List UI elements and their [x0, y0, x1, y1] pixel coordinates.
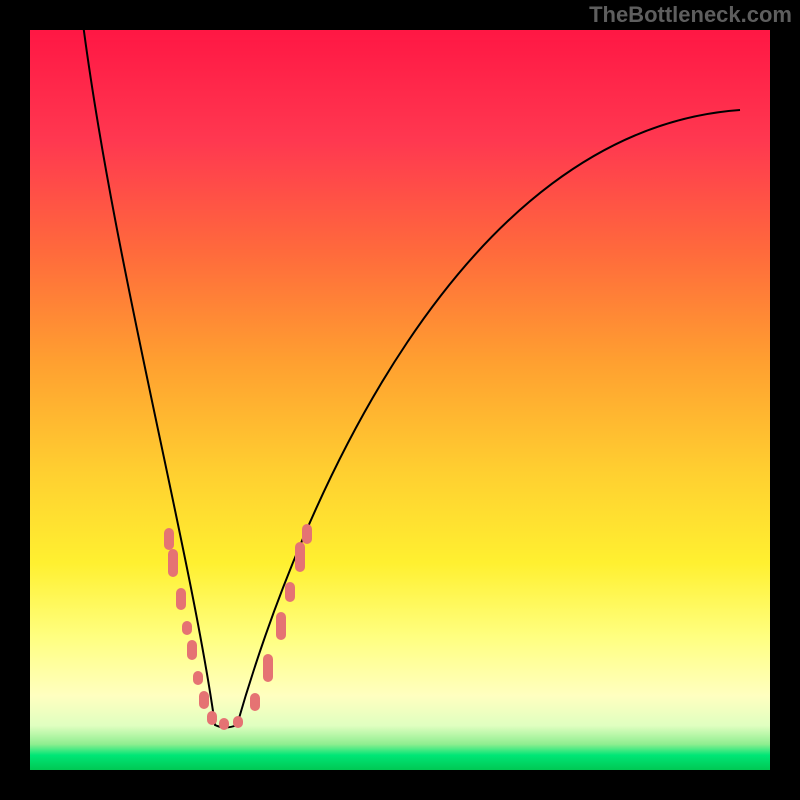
chart-plot-area: [30, 30, 770, 770]
curve-marker: [302, 524, 312, 544]
curve-marker: [207, 711, 217, 725]
curve-marker: [233, 716, 243, 728]
curve-marker: [295, 542, 305, 572]
curve-marker: [187, 640, 197, 660]
curve-marker: [193, 671, 203, 685]
curve-marker: [276, 612, 286, 640]
curve-marker: [176, 588, 186, 610]
curve-marker: [250, 693, 260, 711]
curve-marker: [263, 654, 273, 682]
curve-marker: [182, 621, 192, 635]
curve-marker: [199, 691, 209, 709]
curve-marker: [219, 718, 229, 730]
curve-marker: [285, 582, 295, 602]
watermark-text: TheBottleneck.com: [589, 2, 792, 28]
bottleneck-curve: [30, 30, 770, 770]
chart-container: TheBottleneck.com: [0, 0, 800, 800]
curve-marker: [164, 528, 174, 550]
curve-marker: [168, 549, 178, 577]
